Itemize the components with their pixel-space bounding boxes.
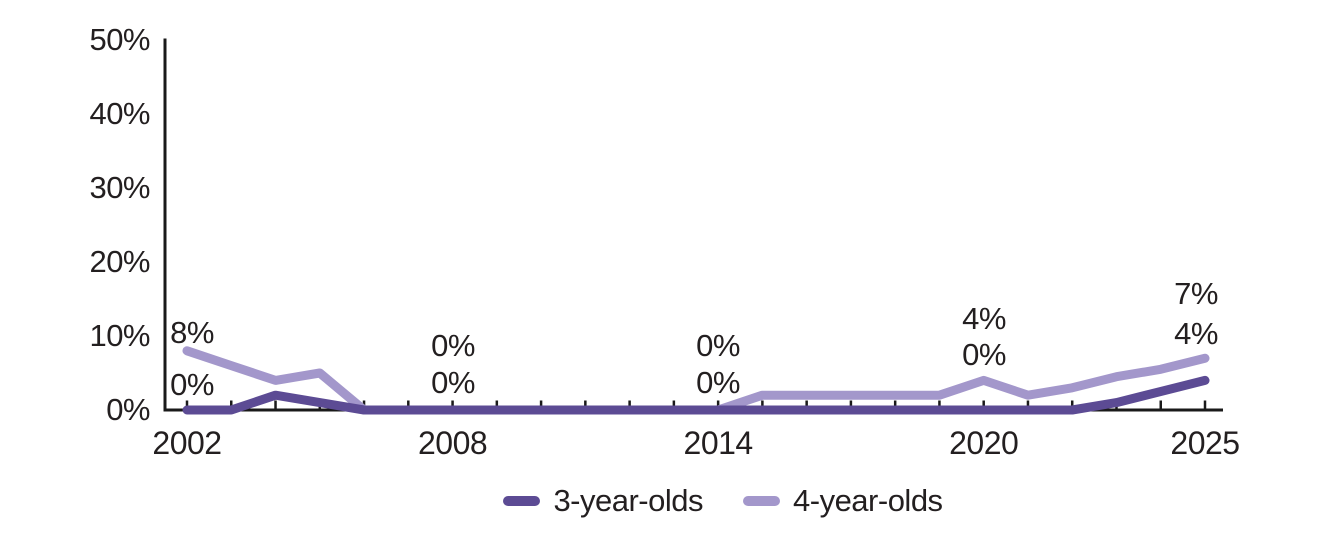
x-axis-label: 2014 (683, 425, 754, 461)
data-label-2002-3-year-olds: 0% (170, 367, 214, 402)
data-label-2020-3-year-olds: 0% (962, 337, 1006, 372)
y-axis-label: 40% (89, 96, 150, 131)
y-axis-label: 10% (89, 318, 150, 353)
x-axis-label: 2025 (1170, 425, 1240, 461)
legend-swatch-4-year-olds-icon (743, 496, 780, 506)
legend-label-3-year-olds: 3-year-olds (553, 483, 703, 518)
legend-label-4-year-olds: 4-year-olds (793, 483, 943, 518)
data-label-2025-4-year-olds: 7% (1174, 276, 1218, 311)
data-label-2014-4-year-olds: 0% (696, 328, 740, 363)
x-axis-label: 2020 (949, 425, 1019, 461)
y-axis-label: 20% (89, 244, 150, 279)
data-label-2014-3-year-olds: 0% (696, 365, 740, 400)
legend-item-3-year-olds: 3-year-olds (503, 481, 703, 521)
y-axis-label: 0% (106, 392, 150, 427)
legend-swatch-3-year-olds-icon (503, 496, 541, 506)
y-axis-label: 30% (89, 170, 150, 205)
x-axis-label: 2008 (417, 425, 488, 461)
data-label-2008-3-year-olds: 0% (431, 365, 475, 400)
data-label-2020-4-year-olds: 4% (962, 301, 1006, 336)
data-label-2002-4-year-olds: 8% (170, 315, 214, 350)
data-label-2008-4-year-olds: 0% (431, 328, 475, 363)
series-line-3-year-olds (182, 375, 1210, 415)
legend: 3-year-olds 4-year-olds (0, 481, 1334, 521)
legend-row: 3-year-olds 4-year-olds (503, 481, 943, 521)
data-label-2025-3-year-olds: 4% (1174, 316, 1218, 351)
legend-item-4-year-olds: 4-year-olds (743, 481, 943, 521)
y-axis-label: 50% (89, 22, 150, 57)
x-axis-label: 2002 (152, 425, 222, 461)
